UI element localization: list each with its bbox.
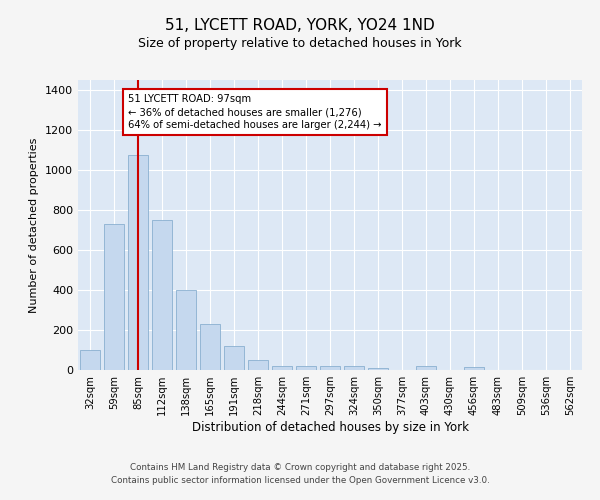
Y-axis label: Number of detached properties: Number of detached properties xyxy=(29,138,40,312)
Bar xyxy=(128,155,148,370)
Bar xyxy=(248,360,268,370)
Bar xyxy=(344,366,364,370)
Bar xyxy=(200,324,220,370)
Text: 51 LYCETT ROAD: 97sqm
← 36% of detached houses are smaller (1,276)
64% of semi-d: 51 LYCETT ROAD: 97sqm ← 36% of detached … xyxy=(128,94,382,130)
Bar xyxy=(176,290,196,370)
Bar xyxy=(368,368,388,370)
Text: Size of property relative to detached houses in York: Size of property relative to detached ho… xyxy=(138,38,462,51)
Bar xyxy=(296,366,316,370)
Bar xyxy=(416,366,436,370)
Bar xyxy=(272,366,292,370)
Bar xyxy=(152,220,172,370)
Bar xyxy=(320,366,340,370)
Bar xyxy=(104,224,124,370)
Text: 51, LYCETT ROAD, YORK, YO24 1ND: 51, LYCETT ROAD, YORK, YO24 1ND xyxy=(165,18,435,32)
Text: Contains public sector information licensed under the Open Government Licence v3: Contains public sector information licen… xyxy=(110,476,490,485)
Bar xyxy=(464,367,484,370)
X-axis label: Distribution of detached houses by size in York: Distribution of detached houses by size … xyxy=(191,421,469,434)
Bar xyxy=(80,350,100,370)
Bar xyxy=(224,346,244,370)
Text: Contains HM Land Registry data © Crown copyright and database right 2025.: Contains HM Land Registry data © Crown c… xyxy=(130,462,470,471)
